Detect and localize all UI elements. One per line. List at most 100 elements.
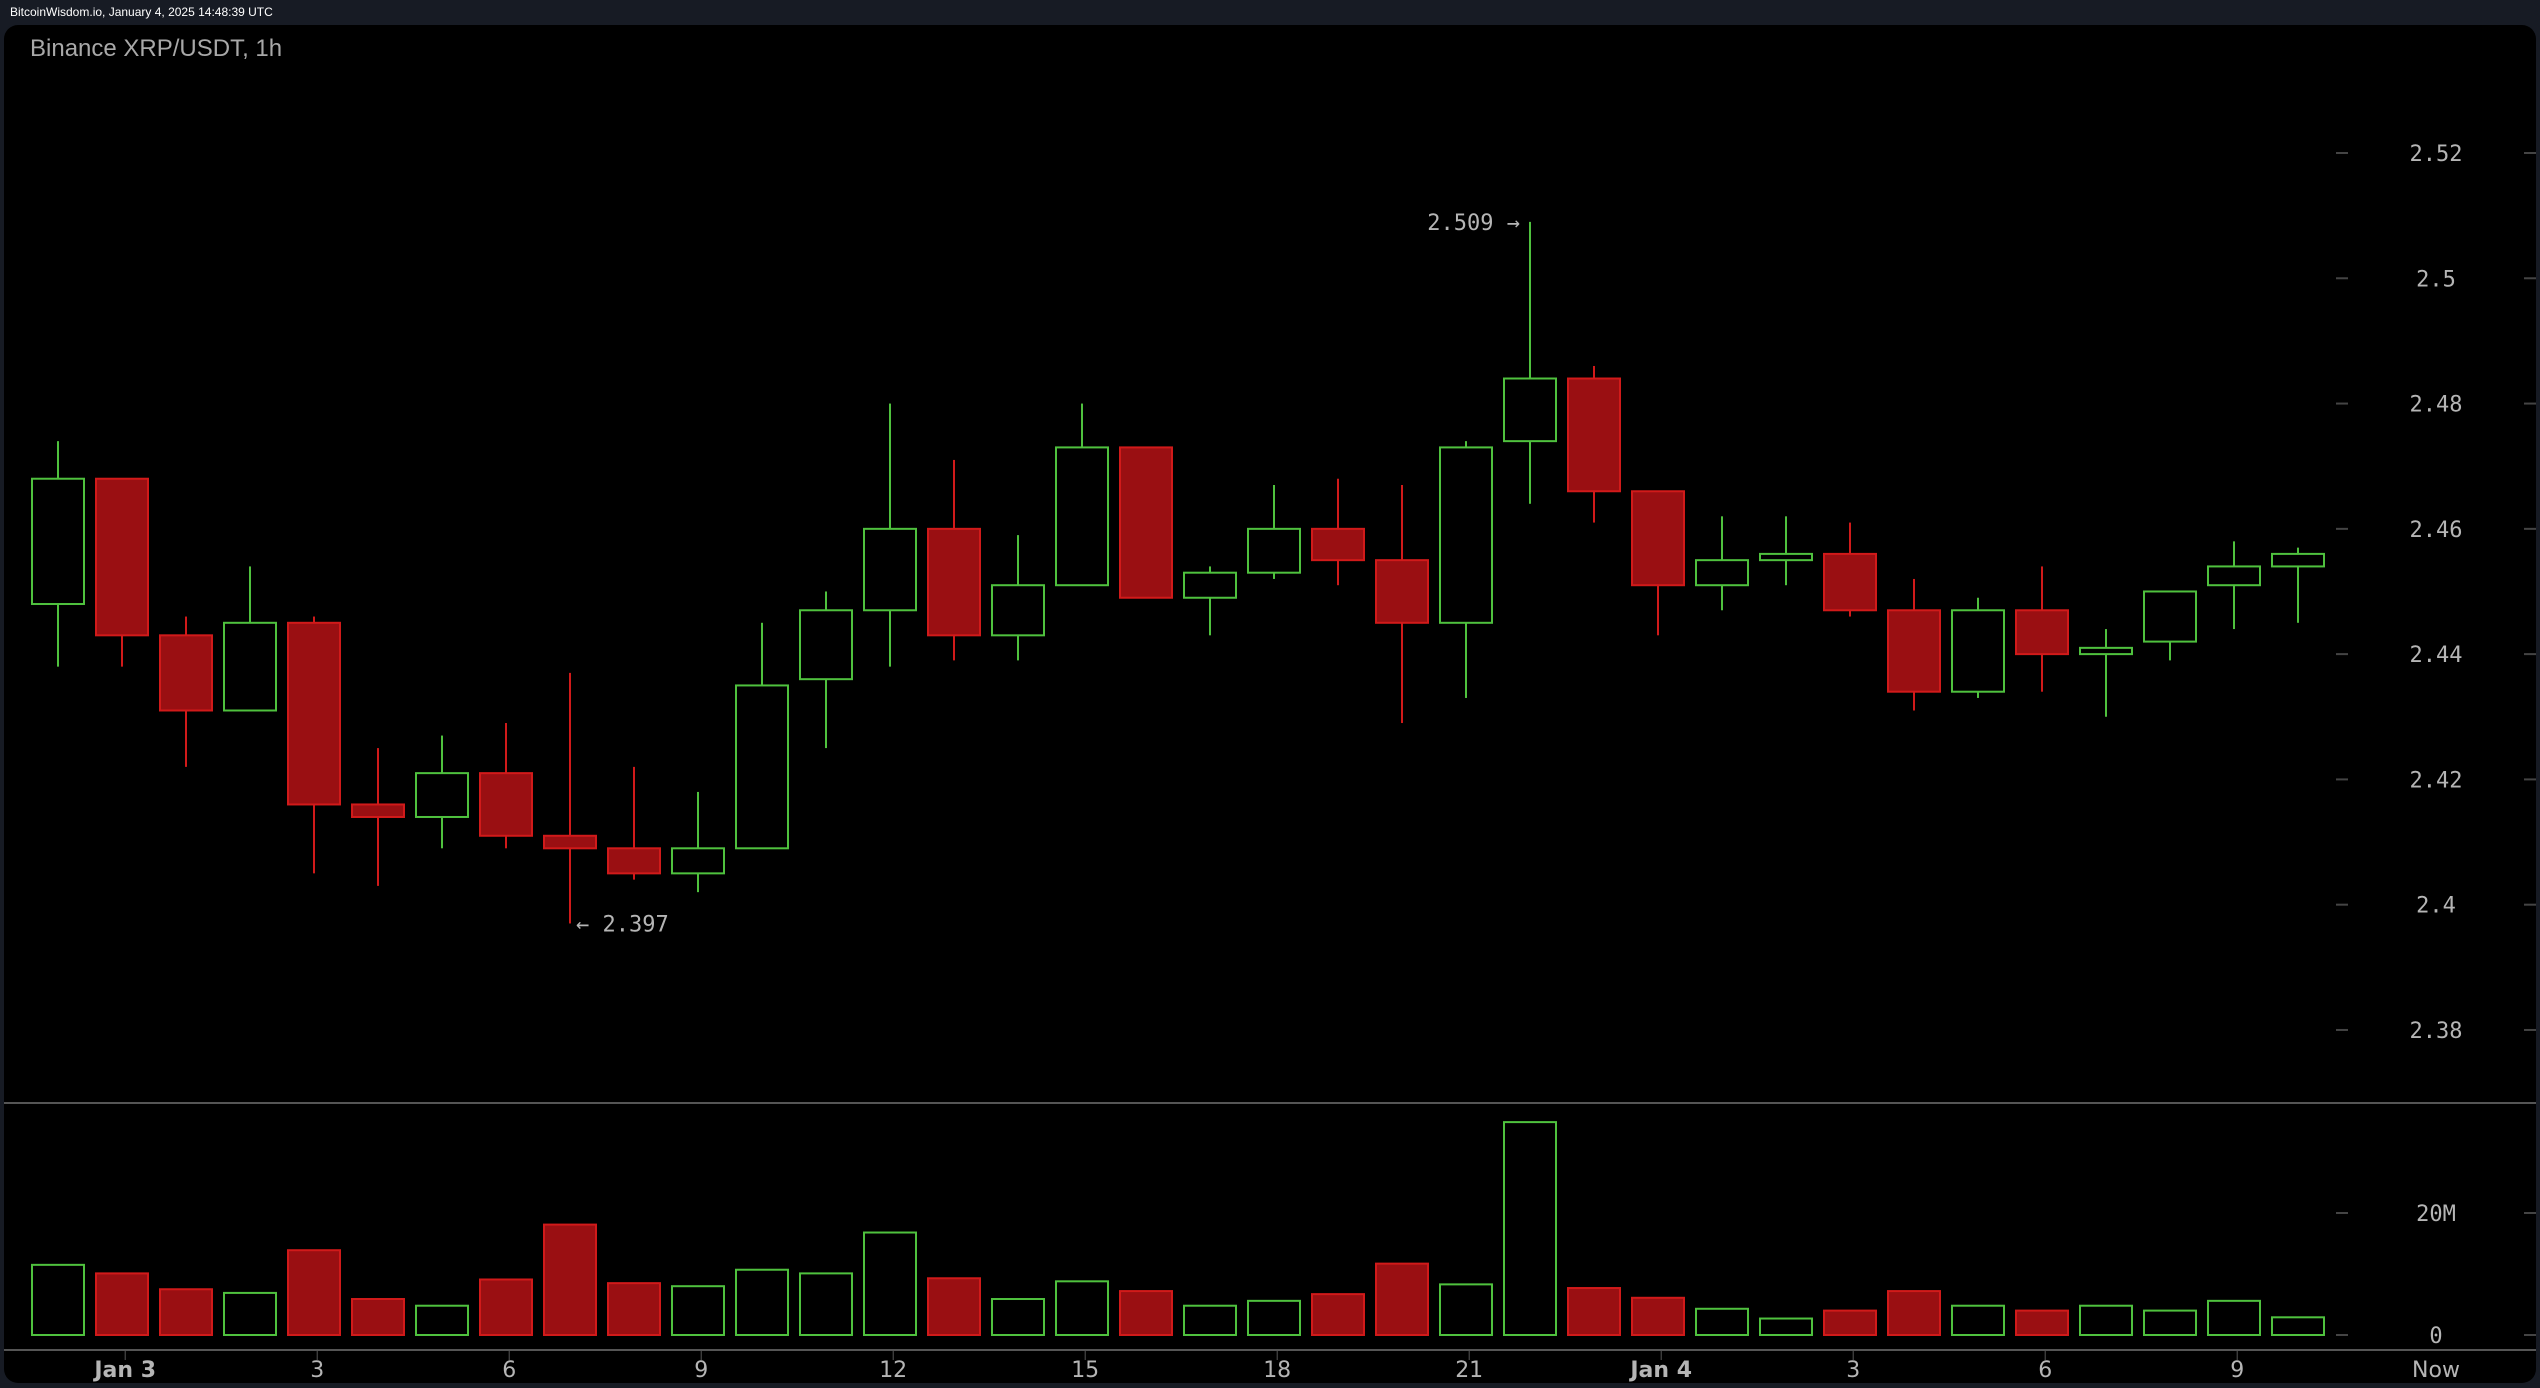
candle-up <box>2143 590 2197 643</box>
volume-bar <box>607 1282 661 1337</box>
price-tick-label: 2.42 <box>2410 768 2463 793</box>
candle-up <box>735 684 789 850</box>
time-tick-label: 18 <box>1263 1358 1291 1383</box>
candle-up <box>2271 552 2325 568</box>
candle-down <box>607 847 661 875</box>
volume-bar <box>31 1263 85 1336</box>
candle-up <box>1439 446 1493 624</box>
volume-bar <box>2271 1316 2325 1337</box>
top-bar: BitcoinWisdom.io, January 4, 2025 14:48:… <box>0 0 2540 26</box>
volume-bar <box>1439 1283 1493 1336</box>
volume-bar <box>1503 1121 1557 1336</box>
volume-bar <box>1759 1317 1813 1337</box>
time-tick-label: 3 <box>1846 1358 1860 1383</box>
candle-down <box>159 634 213 712</box>
candle-up <box>31 477 85 606</box>
time-tick-label: 9 <box>2230 1358 2244 1383</box>
time-tick-label: 6 <box>502 1358 516 1383</box>
candle-up <box>2079 646 2133 656</box>
volume-tick-label: 20M <box>2416 1202 2456 1227</box>
candle-down <box>95 477 149 637</box>
volume-bar <box>671 1285 725 1336</box>
volume-bar <box>1887 1290 1941 1336</box>
volume-bar <box>1311 1293 1365 1337</box>
candle-up <box>799 609 853 681</box>
candle-up <box>1759 552 1813 562</box>
time-tick-label: Jan 3 <box>92 1358 156 1383</box>
candle-down <box>479 772 533 837</box>
volume-tick-label: 0 <box>2429 1324 2442 1349</box>
volume-bar <box>1695 1307 1749 1337</box>
candle-down <box>1631 490 1685 587</box>
candle-down <box>1375 559 1429 624</box>
volume-bar <box>2143 1309 2197 1336</box>
low-price-annotation: ← 2.397 <box>576 912 669 937</box>
candle-down <box>1887 609 1941 693</box>
candle-up <box>671 847 725 875</box>
candle-down <box>1823 552 1877 612</box>
volume-bar <box>351 1298 405 1337</box>
volume-bar <box>1375 1262 1429 1337</box>
volume-bar <box>799 1272 853 1337</box>
time-tick-label: 3 <box>310 1358 324 1383</box>
volume-bar <box>1951 1304 2005 1336</box>
high-price-annotation: 2.509 → <box>1427 211 1520 236</box>
volume-bar <box>863 1231 917 1337</box>
volume-bar <box>1119 1290 1173 1336</box>
time-tick-label: 21 <box>1455 1358 1483 1383</box>
price-tick-label: 2.44 <box>2410 643 2463 668</box>
candle-up <box>415 772 469 818</box>
candle-up <box>1247 527 1301 574</box>
candle-up <box>1183 571 1237 599</box>
price-tick-label: 2.46 <box>2410 518 2463 543</box>
volume-bar <box>2015 1309 2069 1336</box>
candle-up <box>991 584 1045 637</box>
price-tick-label: 2.5 <box>2416 267 2456 292</box>
candle-down <box>351 803 405 818</box>
candle-up <box>1951 609 2005 693</box>
candle-up <box>1055 446 1109 587</box>
volume-bar <box>223 1291 277 1337</box>
volume-bar <box>1183 1304 1237 1336</box>
volume-bar <box>2207 1299 2261 1336</box>
candle-down <box>927 527 981 637</box>
price-tick-label: 2.4 <box>2416 894 2456 919</box>
volume-bar <box>415 1304 469 1336</box>
candle-down <box>1567 377 1621 493</box>
time-tick-label: 9 <box>694 1358 708 1383</box>
candle-up <box>223 621 277 712</box>
volume-bar <box>991 1298 1045 1337</box>
time-tick-label: Now <box>2412 1358 2460 1383</box>
time-tick-label: 6 <box>2038 1358 2052 1383</box>
volume-bar <box>1631 1296 1685 1337</box>
time-tick-label: 15 <box>1071 1358 1099 1383</box>
candle-up <box>2207 565 2261 587</box>
price-tick-label: 2.38 <box>2410 1019 2463 1044</box>
candle-down <box>1119 446 1173 599</box>
price-tick-label: 2.52 <box>2410 142 2463 167</box>
time-tick-label: 12 <box>879 1358 907 1383</box>
candle-down <box>543 834 597 850</box>
volume-bar <box>1567 1287 1621 1337</box>
time-tick-label: Jan 4 <box>1628 1358 1692 1383</box>
source-timestamp: BitcoinWisdom.io, January 4, 2025 14:48:… <box>10 5 273 19</box>
volume-bar <box>1247 1299 1301 1336</box>
price-tick-label: 2.48 <box>2410 393 2463 418</box>
chart-title: Binance XRP/USDT, 1h <box>30 35 283 62</box>
volume-bar <box>927 1277 981 1337</box>
volume-bar <box>479 1278 533 1336</box>
candle-down <box>1311 527 1365 562</box>
candle-up <box>1695 559 1749 587</box>
candle-down <box>2015 609 2069 656</box>
volume-bar <box>2079 1304 2133 1336</box>
volume-bar <box>1055 1280 1109 1336</box>
candle-up <box>1503 377 1557 443</box>
candlestick-chart[interactable]: 2.52 2.5 2.48 2.46 2.44 2.42 2.4 2.38 0 20M Jan 3 3… <box>4 25 2536 1383</box>
volume-bar <box>735 1268 789 1336</box>
volume-bar <box>95 1272 149 1337</box>
chart-panel[interactable]: 2.52 2.5 2.48 2.46 2.44 2.42 2.4 2.38 0 20M Jan 3 3… <box>4 25 2536 1383</box>
volume-bar <box>543 1223 597 1336</box>
candle-up <box>863 527 917 612</box>
volume-bar <box>287 1249 341 1336</box>
volume-bar <box>159 1288 213 1336</box>
